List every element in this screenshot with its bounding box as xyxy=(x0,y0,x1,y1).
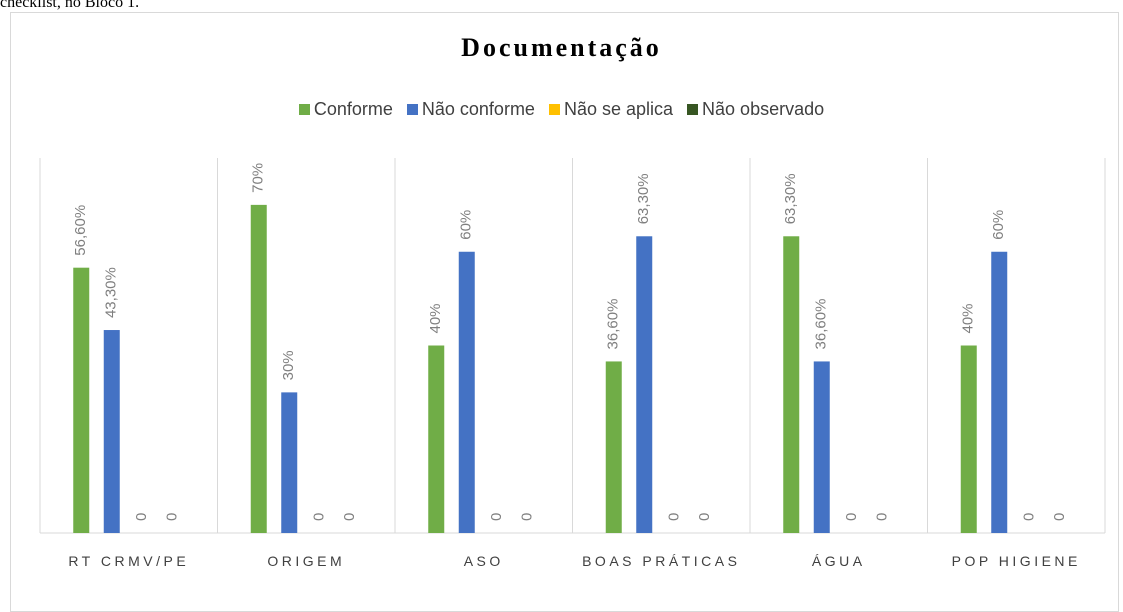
legend-label: Não se aplica xyxy=(563,99,674,119)
data-label: 0 xyxy=(1021,513,1038,521)
x-tick-label: ORIGEM xyxy=(267,553,346,569)
data-label: 0 xyxy=(874,513,891,521)
legend-item: Não observado xyxy=(687,99,824,120)
chart-title: Documentação xyxy=(461,33,662,62)
bar xyxy=(250,204,267,533)
caption: checklist, no Bloco 1. xyxy=(0,0,140,11)
bar xyxy=(813,361,830,533)
bar xyxy=(636,236,653,533)
legend-swatch xyxy=(687,104,699,115)
bar xyxy=(458,251,475,533)
data-label: 43,30% xyxy=(103,267,120,318)
legend-label: Não observado xyxy=(702,99,825,119)
data-label: 0 xyxy=(311,513,328,521)
legend-swatch xyxy=(298,104,310,115)
x-tick-label: ÁGUA xyxy=(811,553,866,569)
legend-swatch xyxy=(548,104,560,115)
data-label: 70% xyxy=(250,163,267,193)
legend-item: Não se aplica xyxy=(548,99,674,120)
data-label: 0 xyxy=(164,513,181,521)
data-label: 0 xyxy=(666,513,683,521)
x-tick-label: BOAS PRÁTICAS xyxy=(582,553,741,569)
legend: Conforme Não conforme Não se aplica Não obs… xyxy=(0,99,1123,120)
bar xyxy=(783,236,800,533)
data-label: 63,30% xyxy=(635,173,652,224)
bar xyxy=(281,392,298,533)
legend-label: Não conforme xyxy=(421,99,535,119)
data-label: 0 xyxy=(519,513,536,521)
data-label: 60% xyxy=(458,210,475,240)
x-tick-label: POP HIGIENE xyxy=(951,553,1081,569)
data-label: 0 xyxy=(488,513,505,521)
data-label: 63,30% xyxy=(782,173,799,224)
bar xyxy=(428,345,445,533)
legend-item: Conforme xyxy=(298,99,393,120)
legend-swatch xyxy=(406,104,418,115)
bar xyxy=(73,267,90,533)
data-label: 0 xyxy=(696,513,713,521)
bar xyxy=(103,330,120,533)
data-label: 40% xyxy=(960,303,977,333)
bar xyxy=(991,251,1008,533)
legend-item: Não conforme xyxy=(406,99,535,120)
bar xyxy=(605,361,622,533)
data-label: 60% xyxy=(990,210,1007,240)
data-label: 56,60% xyxy=(72,205,89,256)
data-label: 40% xyxy=(427,303,444,333)
legend-label: Conforme xyxy=(313,99,393,119)
data-label: 36,60% xyxy=(605,299,622,350)
data-label: 30% xyxy=(280,350,297,380)
data-label: 0 xyxy=(1051,513,1068,521)
data-label: 0 xyxy=(843,513,860,521)
x-tick-label: ASO xyxy=(463,553,504,569)
data-label: 0 xyxy=(133,513,150,521)
data-label: 36,60% xyxy=(813,299,830,350)
bar xyxy=(960,345,977,533)
x-tick-label: RT CRMV/PE xyxy=(68,553,190,569)
data-label: 0 xyxy=(341,513,358,521)
